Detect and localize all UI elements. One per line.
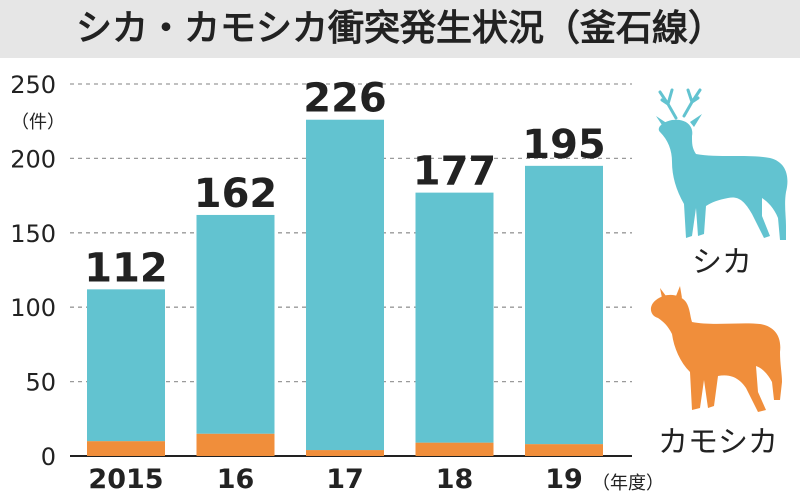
legend-label-kamoshika: カモシカ <box>658 425 778 460</box>
y-tick-label: 150 <box>10 220 56 248</box>
bar-kamoshika <box>306 450 384 456</box>
bar-kamoshika <box>525 444 603 456</box>
x-tick-label: 17 <box>326 464 364 495</box>
x-axis-unit: （年度） <box>592 473 664 494</box>
x-tick-label: 2015 <box>88 464 163 495</box>
y-tick-label: 0 <box>41 443 56 471</box>
deer-icon <box>656 88 788 240</box>
data-label-total: 162 <box>194 171 278 217</box>
x-tick-label: 18 <box>436 464 474 495</box>
y-axis-unit: （件） <box>11 112 65 133</box>
bar-shika <box>196 214 275 434</box>
y-tick-label: 50 <box>25 369 56 397</box>
x-tick-label: 16 <box>217 464 255 495</box>
x-tick-label: 19 <box>545 464 583 495</box>
bars <box>87 119 603 456</box>
labels: 0 50 100 150 200 250 （件） 112 2015 162 16 226 17 177 18… <box>10 71 664 495</box>
chart-title: シカ・カモシカ衝突発生状況（釜石線） <box>75 8 724 49</box>
bar-shika <box>525 165 603 445</box>
bar-kamoshika <box>87 441 165 456</box>
y-tick-label: 250 <box>10 71 56 99</box>
bar-shika <box>87 289 165 442</box>
title-bar <box>0 0 800 58</box>
bar-kamoshika <box>415 442 494 456</box>
bar-shika <box>306 119 384 451</box>
data-label-total: 195 <box>522 122 606 168</box>
serow-icon <box>650 286 782 412</box>
data-label-total: 112 <box>84 245 168 291</box>
bar-shika <box>415 192 494 443</box>
data-label-total: 177 <box>413 149 497 195</box>
y-tick-label: 200 <box>10 145 56 173</box>
data-label-total: 226 <box>303 76 387 122</box>
y-tick-label: 100 <box>10 294 56 322</box>
legend-label-shika: シカ <box>692 245 752 280</box>
bar-kamoshika <box>196 433 275 456</box>
